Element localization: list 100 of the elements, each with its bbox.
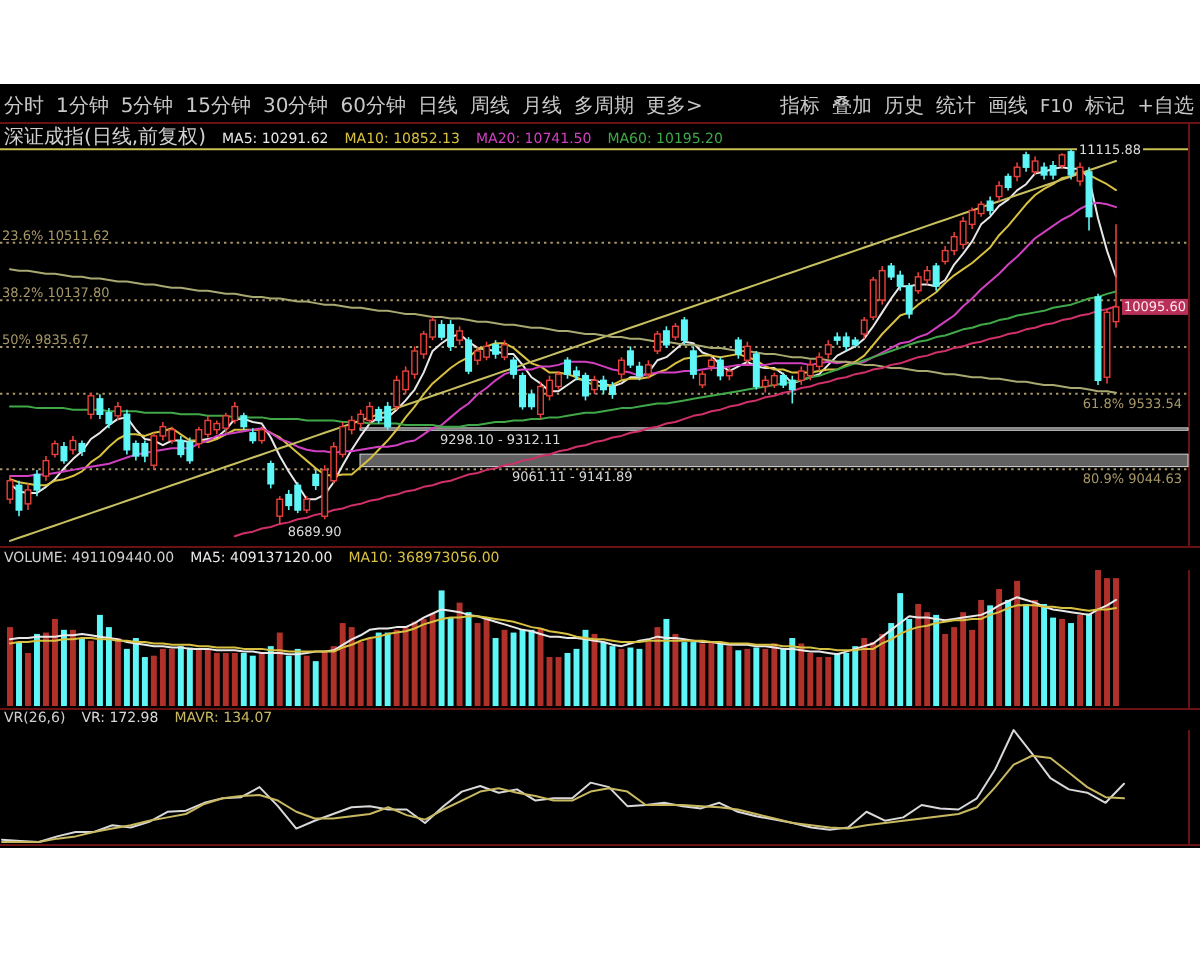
candlestick xyxy=(932,262,940,292)
candlestick xyxy=(492,339,500,360)
bar xyxy=(456,602,463,706)
bar xyxy=(753,647,760,706)
candlestick xyxy=(860,316,868,340)
bar xyxy=(1077,614,1083,706)
bar xyxy=(717,643,724,706)
bar xyxy=(114,638,121,706)
bar xyxy=(933,614,940,706)
bar xyxy=(672,633,679,706)
bar xyxy=(1023,604,1030,706)
candlestick xyxy=(465,336,473,375)
candlestick xyxy=(123,408,131,456)
candlestick xyxy=(456,325,464,346)
bar xyxy=(618,648,625,706)
candlestick xyxy=(581,371,589,402)
bar xyxy=(726,646,733,706)
candlestick xyxy=(60,441,68,465)
candlestick xyxy=(815,351,823,372)
candlestick xyxy=(474,345,482,366)
bar xyxy=(663,618,670,706)
candlestick xyxy=(1067,148,1075,181)
bar xyxy=(25,652,31,706)
candlestick xyxy=(393,374,401,411)
bar xyxy=(186,647,193,706)
bar xyxy=(762,648,769,706)
candlestick xyxy=(662,325,670,349)
bar xyxy=(735,650,742,706)
bar xyxy=(294,648,301,706)
candlestick xyxy=(312,469,320,491)
candlestick xyxy=(114,401,122,422)
candlestick xyxy=(689,345,697,380)
candlestick xyxy=(680,316,688,346)
bar xyxy=(681,642,688,706)
candlestick xyxy=(824,339,832,360)
bar xyxy=(312,661,319,706)
bar xyxy=(861,638,868,706)
candlestick xyxy=(42,455,50,482)
bar xyxy=(942,633,949,706)
candlestick xyxy=(653,330,661,355)
candlestick xyxy=(788,374,796,405)
bar xyxy=(303,655,310,706)
candlestick xyxy=(501,339,509,362)
candlestick xyxy=(635,360,643,382)
bar xyxy=(249,655,256,706)
bar xyxy=(465,612,472,706)
bar xyxy=(996,589,1003,706)
candlestick xyxy=(177,435,185,459)
bar xyxy=(366,638,373,706)
candlestick xyxy=(626,345,634,369)
bar xyxy=(1086,613,1092,706)
bar xyxy=(16,642,22,706)
candlestick xyxy=(69,435,77,456)
candlestick xyxy=(752,350,760,391)
bar xyxy=(276,632,283,706)
candlestick xyxy=(276,495,284,525)
bar xyxy=(69,629,76,706)
bar xyxy=(699,643,706,706)
chart-title: 深证成指(日线,前复权) xyxy=(4,125,207,149)
candlestick xyxy=(1085,166,1093,232)
bar xyxy=(87,640,94,706)
candlestick xyxy=(734,336,742,360)
candlestick xyxy=(285,489,293,511)
bar xyxy=(258,652,265,706)
bar xyxy=(267,646,274,706)
bar xyxy=(798,643,805,706)
candlestick xyxy=(644,359,652,380)
candlestick xyxy=(33,469,41,497)
candlestick xyxy=(1022,150,1030,173)
candlestick xyxy=(24,482,32,511)
candlestick xyxy=(519,371,527,411)
candlestick xyxy=(617,356,625,380)
candlestick xyxy=(96,393,104,420)
bar xyxy=(519,629,526,706)
bar xyxy=(744,648,751,706)
bar xyxy=(429,613,436,706)
bar xyxy=(627,647,634,706)
candlestick xyxy=(1031,155,1039,176)
bar xyxy=(501,629,508,706)
candlestick xyxy=(716,356,724,382)
bar xyxy=(231,652,238,706)
text: 指标 叠加 历史 统计 画线 F10 标记 +自选 xyxy=(777,94,1194,118)
bar xyxy=(600,642,607,706)
bar xyxy=(492,638,499,706)
candlestick xyxy=(590,374,598,396)
text: 分时 1分钟 5分钟 15分钟 30分钟 60分钟 日线 周线 月线 多周期 更多> xyxy=(4,96,703,118)
bar xyxy=(168,648,175,706)
candlestick xyxy=(743,340,751,366)
bar xyxy=(1014,580,1021,706)
candlestick xyxy=(438,319,446,341)
candlestick xyxy=(267,459,275,490)
candlestick xyxy=(1076,161,1084,187)
candlestick xyxy=(150,432,158,471)
candlestick xyxy=(986,195,994,216)
bar xyxy=(7,627,13,706)
bar xyxy=(834,652,841,706)
candlestick xyxy=(537,381,545,420)
bar xyxy=(384,632,391,706)
bar xyxy=(51,618,58,706)
candlestick xyxy=(995,180,1003,203)
